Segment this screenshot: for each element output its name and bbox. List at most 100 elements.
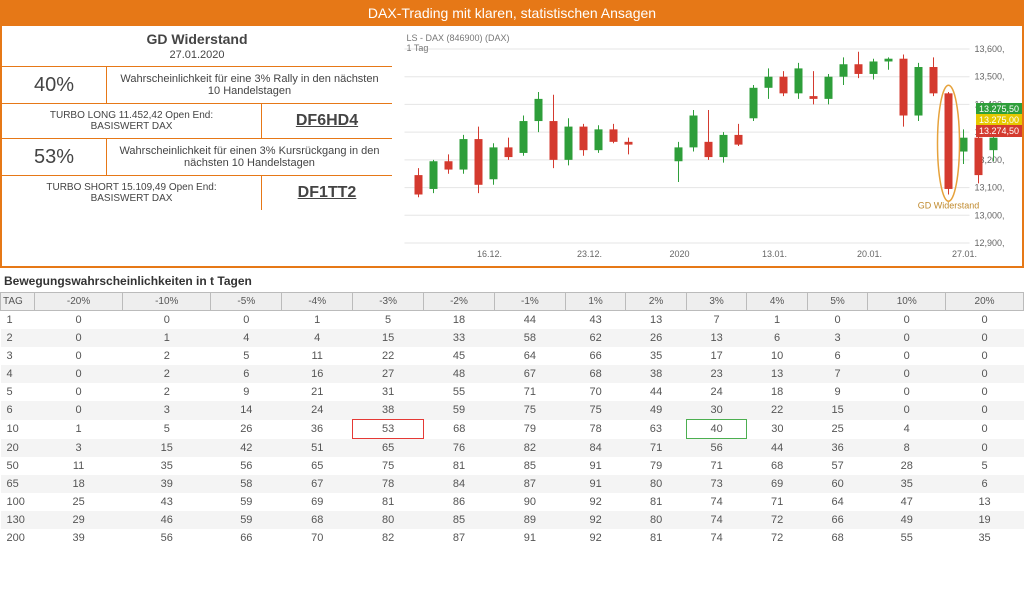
col-3%: 3% [686,293,747,311]
turbo-short-code-link[interactable]: DF1TT2 [262,176,392,210]
cell: 5 [123,420,211,439]
cell: 28 [868,457,946,475]
cell: 40 [686,420,747,439]
cell: 0 [868,365,946,383]
cell: 4 [211,329,282,347]
cell: 1 [123,329,211,347]
decline-description: Wahrscheinlichkeit für einen 3% Kursrück… [107,139,392,175]
cell: 53 [353,420,424,439]
cell: 4 [282,329,353,347]
cell: 3 [123,401,211,420]
decline-percentage: 53% [2,139,107,175]
cell: 11 [282,347,353,365]
cell: 2 [123,383,211,401]
svg-text:GD Widerstand: GD Widerstand [918,201,980,211]
svg-text:12,900,: 12,900, [975,238,1005,248]
cell: 79 [494,420,565,439]
cell: 15 [807,401,868,420]
col--3%: -3% [353,293,424,311]
cell: 55 [424,383,495,401]
cell: 35 [868,475,946,493]
col--4%: -4% [282,293,353,311]
cell: 86 [424,493,495,511]
cell: 1 [35,420,123,439]
table-row: 203154251657682847156443680 [1,439,1024,458]
cell: 84 [424,475,495,493]
cell: 59 [211,511,282,529]
cell: 0 [868,383,946,401]
table-row: 30251122456466351710600 [1,347,1024,365]
cell: 26 [626,329,687,347]
cell: 3 [807,329,868,347]
cell: 9 [211,383,282,401]
svg-text:13,500,: 13,500, [975,72,1005,82]
table-row: 50113556657581859179716857285 [1,457,1024,475]
cell: 0 [35,347,123,365]
cell: 17 [686,347,747,365]
cell: 71 [626,439,687,458]
turbo-long-code-link[interactable]: DF6HD4 [262,104,392,138]
cell: 80 [353,511,424,529]
cell: 91 [565,475,626,493]
cell: 5 [211,347,282,365]
svg-text:1 Tag: 1 Tag [407,43,429,53]
probability-table: TAG-20%-10%-5%-4%-3%-2%-1%1%2%3%4%5%10%2… [0,292,1024,547]
row-tag: 1 [1,311,35,330]
signal-date: 27.01.2020 [2,49,392,67]
col--2%: -2% [424,293,495,311]
cell: 31 [353,383,424,401]
cell: 63 [626,420,687,439]
cell: 67 [282,475,353,493]
cell: 15 [353,329,424,347]
cell: 44 [626,383,687,401]
cell: 1 [282,311,353,330]
cell: 38 [353,401,424,420]
turbo-short-line1: TURBO SHORT 15.109,49 Open End: [46,182,216,193]
cell: 51 [282,439,353,458]
cell: 11 [35,457,123,475]
cell: 5 [353,311,424,330]
cell: 0 [868,311,946,330]
row-tag: 4 [1,365,35,383]
col--10%: -10% [123,293,211,311]
svg-text:2020: 2020 [669,249,689,259]
cell: 4 [868,420,946,439]
cell: 23 [686,365,747,383]
cell: 0 [946,311,1024,330]
row-tag: 2 [1,329,35,347]
cell: 71 [494,383,565,401]
cell: 0 [35,401,123,420]
col-5%: 5% [807,293,868,311]
cell: 19 [946,511,1024,529]
svg-text:13,100,: 13,100, [975,183,1005,193]
cell: 6 [946,475,1024,493]
turbo-long-line2: BASISWERT DAX [91,121,173,132]
cell: 0 [35,383,123,401]
cell: 70 [565,383,626,401]
cell: 0 [35,329,123,347]
table-row: 201441533586226136300 [1,329,1024,347]
cell: 8 [868,439,946,458]
cell: 59 [424,401,495,420]
cell: 44 [494,311,565,330]
col-1%: 1% [565,293,626,311]
cell: 85 [494,457,565,475]
cell: 25 [807,420,868,439]
row-tag: 130 [1,511,35,529]
cell: 80 [626,511,687,529]
cell: 43 [565,311,626,330]
cell: 6 [807,347,868,365]
cell: 66 [807,511,868,529]
cell: 2 [123,365,211,383]
cell: 0 [868,329,946,347]
cell: 92 [565,493,626,511]
cell: 69 [282,493,353,511]
cell: 16 [282,365,353,383]
cell: 0 [123,311,211,330]
cell: 9 [807,383,868,401]
col-tag: TAG [1,293,35,311]
col-4%: 4% [747,293,808,311]
row-tag: 10 [1,420,35,439]
cell: 82 [494,439,565,458]
cell: 43 [123,493,211,511]
